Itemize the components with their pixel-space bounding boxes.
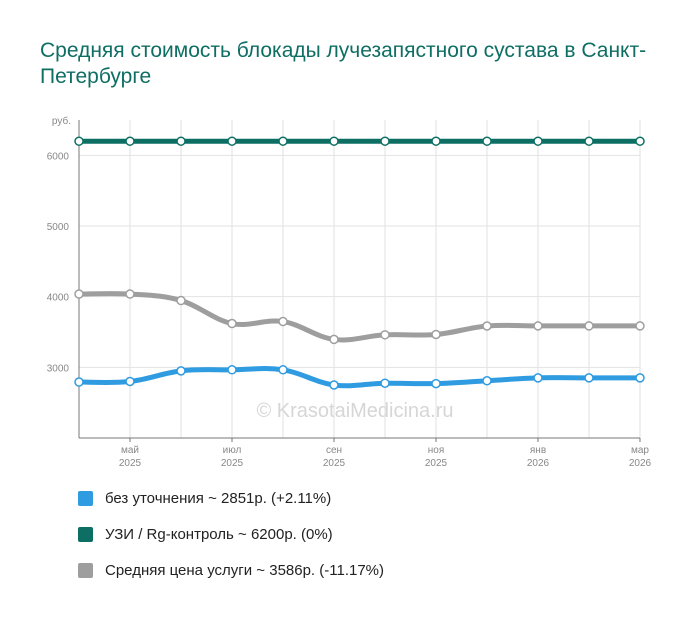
legend-swatch-ultrasound (78, 526, 93, 542)
legend-swatch-no-spec (78, 490, 93, 506)
y-tick-label: 6000 (47, 151, 70, 162)
data-point-average (380, 330, 390, 340)
data-point-ultrasound (635, 136, 645, 146)
x-tick-year: 2025 (425, 458, 448, 469)
legend-swatch-average (78, 562, 93, 578)
data-point-average (329, 334, 339, 345)
chart-title: Средняя стоимость блокады лучезапястного… (40, 39, 647, 88)
data-point-no-spec (635, 373, 645, 383)
data-point-ultrasound (482, 136, 492, 146)
data-point-ultrasound (329, 136, 339, 146)
x-tick-label: мар (631, 445, 649, 456)
data-point-no-spec (227, 365, 237, 375)
data-point-ultrasound (227, 136, 237, 146)
data-point-ultrasound (176, 136, 186, 146)
legend-item-average[interactable]: Средняя цена услуги ~ 3586р. (-11.17%) (78, 560, 384, 580)
data-point-average (431, 329, 441, 340)
data-point-no-spec (482, 376, 492, 386)
legend: без уточнения ~ 2851р. (+2.11%) УЗИ / Rg… (78, 488, 384, 596)
x-tick-year: 2025 (119, 458, 142, 469)
data-point-no-spec (380, 378, 390, 388)
y-tick-label: 3000 (47, 363, 70, 374)
data-point-ultrasound (431, 136, 441, 146)
data-point-no-spec (278, 365, 288, 375)
data-point-ultrasound (125, 136, 135, 146)
x-tick-year: 2026 (629, 458, 652, 469)
data-point-average (125, 289, 135, 299)
data-point-average (176, 295, 186, 306)
legend-item-no-spec[interactable]: без уточнения ~ 2851р. (+2.11%) (78, 488, 384, 508)
data-point-ultrasound (380, 136, 390, 146)
data-point-no-spec (431, 378, 441, 389)
data-point-no-spec (584, 373, 594, 383)
x-tick-year: 2026 (527, 458, 550, 469)
x-tick-label: янв (530, 445, 546, 456)
data-point-no-spec (176, 366, 186, 376)
data-point-ultrasound (278, 136, 288, 146)
data-point-average (584, 321, 594, 331)
series-line-average (76, 291, 643, 343)
data-point-no-spec (533, 373, 543, 383)
series-line-no-spec (76, 366, 643, 389)
x-tick-year: 2025 (221, 458, 244, 469)
data-point-no-spec (329, 380, 339, 390)
x-tick-year: 2025 (323, 458, 346, 469)
data-point-ultrasound (584, 136, 594, 146)
data-point-average (482, 321, 492, 331)
data-point-ultrasound (74, 136, 84, 146)
x-tick-label: июл (223, 445, 242, 456)
legend-label-ultrasound: УЗИ / Rg-контроль ~ 6200р. (0%) (105, 525, 333, 543)
y-axis-unit: руб. (52, 115, 71, 127)
x-tick-label: ноя (428, 445, 445, 456)
data-point-average (635, 321, 645, 331)
y-tick-label: 5000 (47, 222, 70, 233)
data-point-average (74, 289, 84, 299)
y-tick-label: 4000 (47, 293, 70, 304)
x-tick-label: май (121, 445, 139, 456)
data-point-average (227, 318, 237, 329)
watermark: © KrasotaiMedicina.ru (256, 400, 453, 422)
data-point-no-spec (74, 377, 84, 387)
legend-label-no-spec: без уточнения ~ 2851р. (+2.11%) (105, 489, 332, 507)
data-point-ultrasound (533, 136, 543, 146)
data-point-no-spec (125, 376, 135, 387)
x-tick-label: сен (326, 445, 342, 456)
data-point-average (533, 321, 543, 331)
data-point-average (278, 316, 288, 327)
legend-label-average: Средняя цена услуги ~ 3586р. (-11.17%) (105, 561, 385, 579)
line-chart: © KrasotaiMedicina.ru 3000 4000 5000 6000 ру… (47, 115, 652, 469)
legend-item-ultrasound[interactable]: УЗИ / Rg-контроль ~ 6200р. (0%) (78, 524, 384, 544)
